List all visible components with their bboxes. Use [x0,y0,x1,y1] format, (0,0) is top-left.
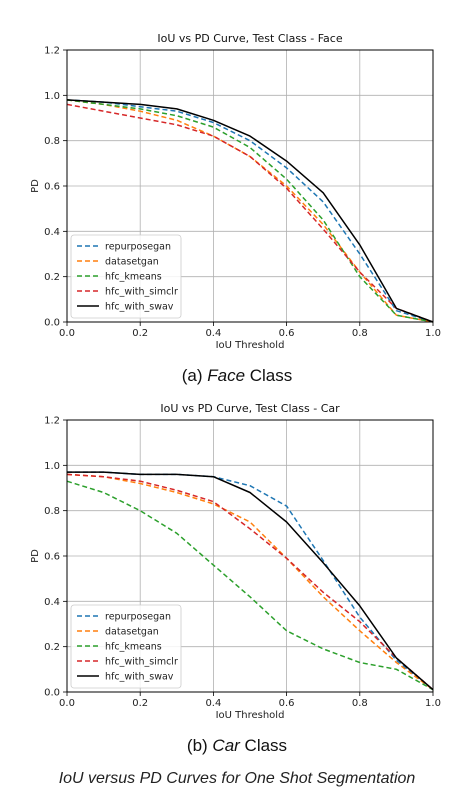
legend-label: hfc_with_swav [105,672,174,683]
x-tick-label: 0.8 [352,698,368,709]
car-series-line-hfc-with-simclr [66,473,434,691]
y-tick-label: 0.8 [44,506,60,517]
y-tick-label: 0.2 [44,272,60,283]
face-series-line-hfc-kmeans [66,99,434,323]
y-tick-label: 0.0 [44,318,60,329]
legend-box [70,604,182,689]
face-series-line-hfc-with-swav [66,99,434,323]
car-series-line-datasetgan [66,473,434,691]
legend-label: datasetgan [105,257,159,268]
chart-title: IoU vs PD Curve, Test Class - Face [157,32,342,45]
face-subcaption: (a) Face Class [0,366,474,386]
car-chart: 0.0 0.2 0.4 0.6 0.8 1.0 0.0 0.2 0.4 0.6 0.8 1.0 1.2 I… [30,402,441,721]
x-tick-label: 0.8 [352,328,368,339]
y-tick-label: 1.2 [44,46,60,57]
chart-title: IoU vs PD Curve, Test Class - Car [160,402,340,415]
car-series-line-hfc-with-swav [67,471,434,691]
face-series-line-hfc-with-simclr [66,103,434,323]
x-tick-label: 0.2 [132,698,148,709]
legend-label: repurposegan [105,242,171,253]
x-tick-label: 1.0 [425,328,441,339]
x-axis-label: IoU Threshold [216,340,285,351]
x-tick-label: 0.2 [132,328,148,339]
y-tick-label: 1.0 [44,91,60,102]
y-tick-label: 0.0 [44,688,60,699]
legend-label: hfc_with_simclr [105,657,178,668]
y-tick-label: 1.0 [44,461,60,472]
y-tick-label: 0.6 [44,182,60,193]
face-caption-prefix: (a) [181,366,208,385]
x-tick-label: 0.0 [59,698,75,709]
legend-label: hfc_with_swav [105,302,174,313]
car-caption-prefix: (b) [186,736,213,755]
car-subcaption: (b) Car Class [0,736,474,756]
legend-label: hfc_kmeans [105,642,162,653]
face-series-line-repurposegan [66,99,434,323]
legend-label: hfc_kmeans [105,272,162,283]
y-tick-label: 1.2 [44,416,60,427]
face-caption-name: Face [207,366,246,385]
y-axis-label: PD [30,179,41,193]
y-tick-label: 0.2 [44,642,60,653]
x-tick-label: 0.6 [279,328,295,339]
figure-caption: IoU versus PD Curves for One Shot Segmen… [58,770,416,787]
legend-label: datasetgan [105,627,159,638]
x-tick-label: 1.0 [425,698,441,709]
x-tick-label: 0.6 [279,698,295,709]
face-chart: 0.0 0.2 0.4 0.6 0.8 1.0 0.0 0.2 0.4 0.6 0.8 1.0 1.2 I… [30,32,441,351]
face-caption-suffix: Class [245,366,293,385]
y-tick-label: 0.4 [44,597,60,608]
y-tick-label: 0.8 [44,136,60,147]
x-tick-label: 0.4 [205,328,221,339]
car-caption-name: Car [212,736,240,755]
y-axis-label: PD [30,549,41,563]
car-caption-suffix: Class [239,736,288,755]
x-axis-label: IoU Threshold [216,710,285,721]
y-tick-label: 0.4 [44,227,60,238]
face-series-line-datasetgan [66,99,434,323]
y-tick-label: 0.6 [44,552,60,563]
car-series-line-repurposegan [67,471,434,691]
legend-label: repurposegan [105,612,171,623]
car-series-line-hfc-kmeans [66,480,434,691]
x-tick-label: 0.0 [59,328,75,339]
legend-box [70,234,182,319]
x-tick-label: 0.4 [205,698,221,709]
legend-label: hfc_with_simclr [105,287,178,298]
